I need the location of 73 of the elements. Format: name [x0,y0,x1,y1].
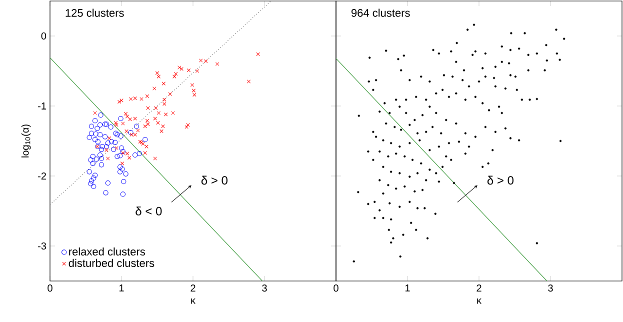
point [108,124,114,130]
point [120,192,126,197]
x-axis-title: κ [477,298,482,304]
point [105,140,110,146]
point [112,140,118,145]
annotation: 125 clusters [66,8,124,17]
point [91,176,96,181]
point [118,169,123,174]
point [120,166,125,172]
y-axis-title: log$_{10}$(α) [21,124,31,158]
y-tick-label: -2 [38,172,46,180]
point [94,126,100,131]
point [102,134,108,140]
point [86,134,92,140]
point [120,148,126,154]
point [105,180,110,186]
y-tick-label: 0 [41,32,46,40]
point [128,130,134,136]
point [98,152,103,158]
point [92,172,98,178]
point [95,139,100,144]
point [114,154,120,159]
point [98,162,104,168]
point [88,181,94,186]
point [90,154,96,159]
point [98,112,104,118]
point [123,171,128,176]
annotation: δ < 0 [136,206,162,216]
point [108,139,114,144]
point [86,169,92,174]
point [98,146,104,152]
point [142,137,148,142]
y-tick-label: -1 [38,102,46,110]
point [104,144,110,150]
x-tick-label: 2 [190,284,196,292]
point [91,184,96,190]
point [134,124,140,129]
point [118,134,124,139]
point [90,160,96,166]
point [88,130,94,136]
x-tick-label: 2 [476,284,482,292]
point [93,131,98,137]
point [118,164,123,170]
point [132,152,138,158]
x-tick-label: 0 [334,284,338,292]
x-tick-label: 1 [119,284,124,292]
point [88,124,94,129]
point [136,151,142,156]
point [92,118,98,124]
point [103,190,108,196]
point [88,157,94,162]
point [92,137,98,142]
point [94,156,100,162]
point [88,178,94,184]
point [121,179,126,184]
point [98,156,104,162]
point [118,145,124,151]
legend-label: disturbed clusters [68,258,154,268]
point [111,146,116,152]
annotation: δ > 0 [487,176,514,185]
x-tick-label: 1 [405,284,410,292]
y-tick-label: -3 [38,242,46,250]
point [100,144,105,150]
point [98,122,103,128]
x-tick-label: 3 [262,284,267,292]
x-axis-title: κ [191,298,196,304]
point [98,132,103,138]
x-tick-label: 3 [548,284,553,292]
x-tick-label: 0 [48,284,52,292]
annotation: 964 clusters [351,8,410,17]
legend-label: relaxed clusters [69,247,145,256]
point [118,116,124,122]
annotation: δ > 0 [201,176,228,185]
